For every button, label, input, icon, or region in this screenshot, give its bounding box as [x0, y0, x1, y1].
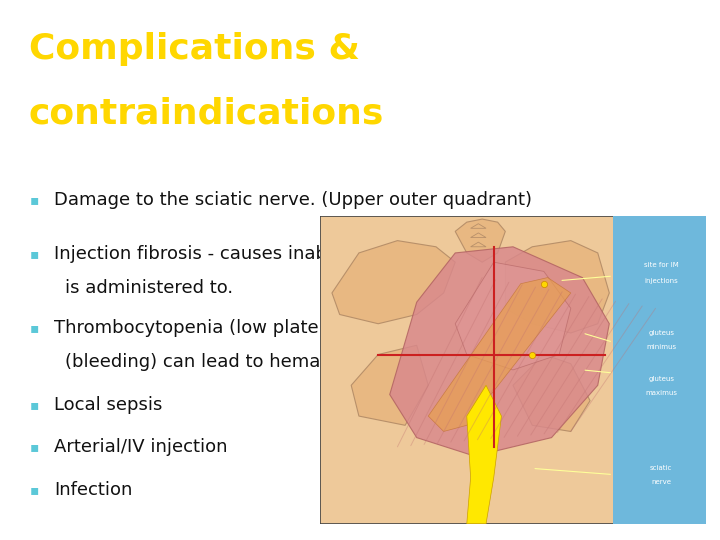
Text: gluteus: gluteus	[648, 330, 675, 336]
Text: Complications &: Complications &	[29, 32, 360, 66]
Text: (bleeding) can lead to hematomas.: (bleeding) can lead to hematomas.	[65, 353, 382, 370]
FancyBboxPatch shape	[320, 216, 706, 524]
Text: Injection fibrosis - causes inability to flex muscle drug: Injection fibrosis - causes inability to…	[54, 245, 540, 264]
Text: gluteus: gluteus	[648, 376, 675, 382]
Text: Arterial/IV injection: Arterial/IV injection	[54, 438, 228, 456]
Polygon shape	[471, 224, 486, 228]
Polygon shape	[455, 219, 505, 262]
Text: sciatic: sciatic	[650, 465, 672, 471]
Text: Thrombocytopenia (low platelets) and coagulopathy: Thrombocytopenia (low platelets) and coa…	[54, 319, 526, 336]
Text: ▪: ▪	[30, 440, 40, 454]
Polygon shape	[390, 247, 609, 456]
FancyBboxPatch shape	[613, 216, 706, 524]
Text: Infection: Infection	[54, 481, 132, 499]
Polygon shape	[505, 241, 609, 333]
Text: Damage to the sciatic nerve. (Upper outer quadrant): Damage to the sciatic nerve. (Upper oute…	[54, 191, 532, 209]
Text: contraindications: contraindications	[29, 97, 384, 131]
Polygon shape	[471, 233, 486, 238]
Text: nerve: nerve	[652, 479, 671, 485]
Polygon shape	[351, 345, 428, 426]
Text: Local sepsis: Local sepsis	[54, 396, 163, 414]
Text: maximus: maximus	[645, 390, 678, 396]
Text: ▪: ▪	[30, 247, 40, 261]
Polygon shape	[332, 241, 455, 324]
Polygon shape	[467, 386, 501, 524]
Text: minimus: minimus	[647, 344, 676, 350]
Polygon shape	[471, 242, 486, 247]
Text: site for IM: site for IM	[644, 262, 679, 268]
Text: ▪: ▪	[30, 321, 40, 335]
Text: ▪: ▪	[30, 483, 40, 497]
Text: is administered to.: is administered to.	[65, 279, 233, 297]
Text: ▪: ▪	[30, 193, 40, 207]
Polygon shape	[428, 278, 571, 431]
Polygon shape	[455, 262, 571, 370]
Text: injections: injections	[644, 278, 678, 284]
Polygon shape	[513, 354, 590, 431]
Text: ▪: ▪	[30, 398, 40, 412]
